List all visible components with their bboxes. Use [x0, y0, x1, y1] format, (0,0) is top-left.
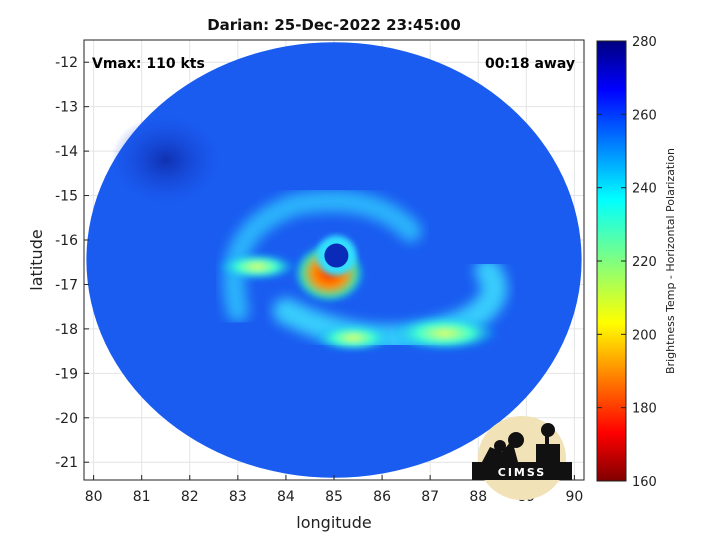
- colorbar: 160 180 200 220 240 260 280 Brightness Temp - …: [596, 35, 677, 490]
- chart-title: Darian: 25-Dec-2022 23:45:00: [207, 16, 461, 34]
- y-tick-label: -15: [55, 189, 78, 205]
- rainband: [389, 315, 500, 352]
- x-tick-label: 80: [85, 489, 103, 505]
- x-tick-label: 83: [229, 489, 247, 505]
- logo-text: CIMSS: [498, 466, 546, 479]
- colorbar-tick-label: 220: [632, 255, 657, 270]
- eye: [324, 243, 349, 268]
- microwave-swath: [86, 42, 582, 478]
- vmax-annotation: Vmax: 110 kts: [92, 56, 205, 72]
- x-tick-label: 87: [421, 489, 439, 505]
- rainband: [217, 252, 298, 281]
- colorbar-tick-label: 160: [632, 475, 657, 490]
- cold-region: [110, 115, 221, 205]
- x-tick-label: 81: [133, 489, 151, 505]
- y-tick-label: -19: [55, 366, 78, 382]
- y-axis-label: latitude: [27, 229, 46, 290]
- x-tick-label: 85: [325, 489, 343, 505]
- time-away-annotation: 00:18 away: [485, 56, 575, 72]
- y-axis: -12 -13 -14 -15 -16 -17 -18 -19 -20 -21: [55, 55, 89, 471]
- y-tick-label: -12: [55, 55, 78, 71]
- colorbar-tick-label: 240: [632, 182, 657, 197]
- x-tick-label: 84: [277, 489, 295, 505]
- y-tick-label: -17: [55, 277, 78, 293]
- x-tick-label: 82: [181, 489, 199, 505]
- colorbar-tick-label: 260: [632, 108, 657, 123]
- y-tick-label: -16: [55, 233, 78, 249]
- x-tick-label: 90: [565, 489, 583, 505]
- colorbar-label: Brightness Temp - Horizontal Polarizatio…: [664, 148, 677, 374]
- y-tick-label: -13: [55, 100, 78, 116]
- x-axis-label: longitude: [296, 513, 371, 532]
- x-tick-label: 86: [373, 489, 391, 505]
- cimss-logo: CIMSS: [472, 416, 572, 500]
- y-tick-label: -21: [55, 455, 78, 471]
- colorbar-tick-label: 280: [632, 35, 657, 50]
- colorbar-tick-label: 200: [632, 328, 657, 343]
- y-tick-label: -18: [55, 322, 78, 338]
- y-tick-label: -14: [55, 144, 78, 160]
- x-axis: 8081828384858687888990: [85, 475, 583, 505]
- colorbar-tick-label: 180: [632, 402, 657, 417]
- rainband: [313, 323, 394, 352]
- x-tick-label: 88: [469, 489, 487, 505]
- y-tick-label: -20: [55, 411, 78, 427]
